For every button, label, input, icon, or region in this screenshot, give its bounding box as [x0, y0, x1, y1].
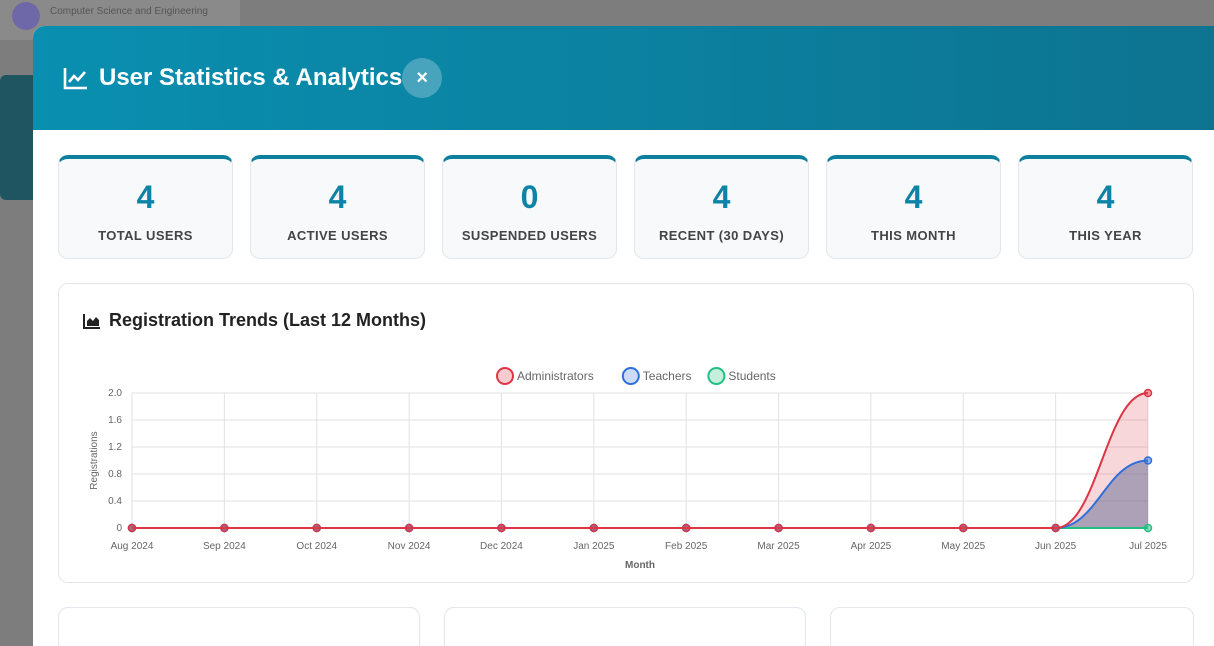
- data-point: [220, 523, 229, 533]
- x-tick-label: Oct 2024: [296, 541, 337, 552]
- registration-chart: 0 0.4 0.8 1.2 1.6 2.0 Aug 2024 Sep 2024 Oct 2024…: [89, 367, 1167, 571]
- x-tick-label: Jan 2025: [573, 541, 615, 552]
- y-tick-label: 0: [116, 523, 122, 534]
- registration-trends-card: Registration Trends (Last 12 Months) 0 0.…: [58, 283, 1194, 583]
- y-axis-label: Registrations: [89, 431, 100, 489]
- x-tick-label: Jul 2025: [1129, 541, 1167, 552]
- stat-card-this-month: 4 THIS MONTH: [826, 155, 1001, 259]
- stat-label: THIS MONTH: [871, 228, 956, 243]
- x-tick-label: Mar 2025: [757, 541, 800, 552]
- data-point: [1051, 523, 1060, 533]
- legend-label: Teachers: [643, 369, 692, 383]
- data-point: [866, 523, 876, 533]
- data-point: [774, 523, 783, 533]
- stat-label: TOTAL USERS: [98, 228, 193, 243]
- stat-label: ACTIVE USERS: [287, 228, 388, 243]
- data-point: [1143, 388, 1153, 398]
- line-administrators: [132, 392, 1149, 529]
- y-tick-label: 0.8: [108, 469, 122, 480]
- bottom-card-1: [58, 607, 420, 646]
- data-point: [497, 523, 506, 533]
- background-brand: Computer Science and Engineering: [50, 6, 208, 17]
- x-tick-label: Aug 2024: [111, 541, 154, 552]
- stat-card-total-users: 4 TOTAL USERS: [58, 155, 233, 259]
- stat-card-this-year: 4 THIS YEAR: [1018, 155, 1193, 259]
- chart-area-icon: [83, 313, 100, 329]
- background-logo: [12, 2, 40, 30]
- close-button[interactable]: ×: [402, 58, 443, 98]
- modal-title: User Statistics & Analytics: [99, 64, 403, 91]
- statistics-modal: User Statistics & Analytics × 4 TOTAL USE…: [33, 26, 1214, 646]
- stat-value: 4: [712, 179, 731, 215]
- stat-value: 4: [1096, 179, 1115, 215]
- legend-label: Administrators: [517, 369, 594, 383]
- data-point: [1143, 456, 1153, 465]
- legend-marker: [707, 367, 726, 385]
- x-axis-label: Month: [625, 560, 655, 571]
- legend-label: Students: [728, 369, 775, 383]
- stat-value: 4: [136, 179, 155, 215]
- data-point: [404, 523, 414, 533]
- y-tick-label: 2.0: [108, 388, 122, 399]
- stat-value: 4: [904, 179, 923, 215]
- x-tick-label: Jun 2025: [1035, 541, 1077, 552]
- stat-label: THIS YEAR: [1069, 228, 1142, 243]
- bottom-card-2: [444, 607, 806, 646]
- x-tick-label: Feb 2025: [665, 541, 708, 552]
- stat-card-suspended-users: 0 SUSPENDED USERS: [442, 155, 617, 259]
- data-point: [127, 523, 137, 533]
- data-point: [959, 523, 968, 533]
- stats-row: 4 TOTAL USERS 4 ACTIVE USERS 0 SUSPENDED US…: [58, 155, 1193, 259]
- x-tick-label: Dec 2024: [480, 541, 523, 552]
- chart-line-icon: [63, 68, 87, 90]
- x-tick-label: Apr 2025: [851, 541, 892, 552]
- data-point: [589, 523, 599, 533]
- data-point: [312, 523, 321, 533]
- stat-card-active-users: 4 ACTIVE USERS: [250, 155, 425, 259]
- y-tick-label: 1.2: [108, 442, 122, 453]
- x-tick-label: May 2025: [941, 541, 985, 552]
- chart-card-header: Registration Trends (Last 12 Months): [83, 310, 426, 331]
- area-teachers: [132, 460, 1148, 528]
- stat-value: 4: [328, 179, 347, 215]
- stat-label: RECENT (30 DAYS): [658, 228, 785, 243]
- stat-value: 0: [520, 179, 539, 215]
- stat-card-recent: 4 RECENT (30 DAYS): [634, 155, 809, 259]
- x-tick-label: Sep 2024: [203, 541, 246, 552]
- x-tick-label: Nov 2024: [388, 541, 431, 552]
- data-point: [681, 523, 691, 533]
- bottom-card-3: [830, 607, 1194, 646]
- y-tick-label: 0.4: [108, 496, 122, 507]
- modal-header: User Statistics & Analytics ×: [33, 26, 1214, 130]
- line-teachers: [132, 459, 1149, 529]
- area-administrators: [132, 393, 1148, 528]
- data-point: [1143, 523, 1153, 533]
- chart-card-title: Registration Trends (Last 12 Months): [109, 310, 427, 330]
- stat-label: SUSPENDED USERS: [461, 228, 598, 243]
- y-tick-label: 1.6: [108, 415, 122, 426]
- legend-marker: [496, 367, 514, 385]
- legend-marker: [621, 367, 640, 385]
